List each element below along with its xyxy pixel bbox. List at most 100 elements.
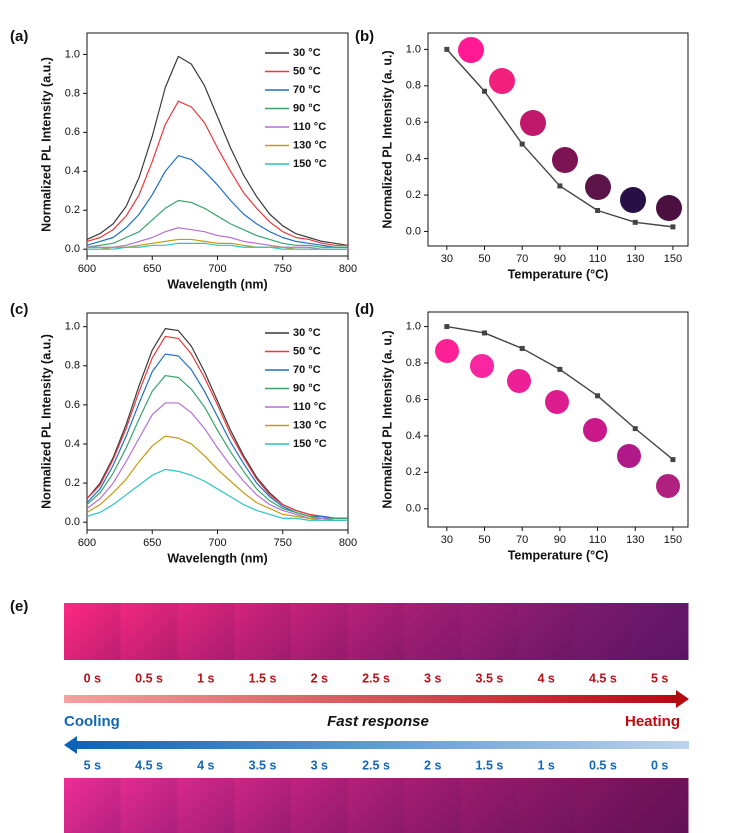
x-tick-label: 50 (478, 534, 490, 546)
sample-photos-b (458, 37, 682, 221)
data-point (595, 393, 601, 399)
time-label: 1.5 s (476, 758, 504, 772)
sample-photos-d (435, 339, 680, 498)
series-line (86, 435, 348, 521)
panel-label: (e) (10, 598, 28, 615)
photo-tile (461, 603, 519, 660)
x-tick-label: 800 (339, 537, 357, 549)
photo-tile (234, 778, 292, 833)
heating-label: Heating (625, 713, 680, 730)
legend-label: 70 °C (293, 84, 321, 96)
y-tick-label: 0.2 (406, 189, 421, 201)
plot-frame (427, 311, 689, 528)
y-tick-label: 1.0 (406, 320, 421, 332)
x-tick-label: 800 (339, 263, 357, 275)
series-line (86, 55, 349, 246)
time-label: 5 s (651, 671, 668, 685)
x-axis-title: Wavelength (nm) (167, 277, 267, 291)
x-axis-title: Temperature (°C) (508, 548, 609, 562)
legend-label: 50 °C (293, 345, 321, 357)
x-tick-label: 750 (274, 537, 292, 549)
time-label: 3.5 s (476, 671, 504, 685)
time-label: 0 s (84, 671, 101, 685)
series-line (87, 227, 348, 250)
y-tick-label: 0.4 (65, 165, 80, 177)
photo-tile (120, 778, 178, 833)
y-tick-label: 0.6 (406, 116, 421, 128)
data-point (444, 46, 450, 52)
series-line (86, 155, 348, 248)
data-point (670, 457, 676, 463)
legend-label: 90 °C (293, 102, 321, 114)
y-tick-label: 0.6 (406, 393, 421, 405)
x-axis-title: Wavelength (nm) (167, 551, 267, 565)
x-tick-label: 700 (208, 537, 226, 549)
panel-label: (d) (355, 301, 374, 318)
time-label: 3 s (424, 671, 441, 685)
series-line (86, 335, 348, 519)
x-tick-label: 650 (143, 263, 161, 275)
panel-label: (b) (355, 28, 374, 45)
data-point (444, 324, 450, 330)
caption: Fast response (327, 713, 429, 730)
series-line (86, 199, 348, 248)
x-axis-title: Temperature (°C) (508, 267, 609, 281)
panel-label: (a) (10, 28, 28, 45)
photo-tile (404, 603, 462, 660)
photo-tile (574, 778, 632, 833)
time-label: 3 s (311, 758, 328, 772)
y-axis-title: Normalized PL Intensity (a.u.) (39, 57, 53, 232)
arrows (64, 690, 689, 754)
y-tick-label: 0.8 (65, 87, 80, 99)
y-tick-label: 0.4 (65, 438, 80, 450)
x-tick-label: 700 (208, 263, 226, 275)
data-point (557, 183, 563, 189)
x-tick-label: 650 (143, 537, 161, 549)
x-tick-label: 70 (516, 253, 528, 265)
y-tick-label: 0.2 (65, 477, 80, 489)
time-label: 2 s (424, 758, 441, 772)
y-tick-label: 0.2 (406, 466, 421, 478)
photo-tile (120, 603, 178, 660)
time-label: 5 s (84, 758, 101, 772)
series-line (87, 242, 348, 250)
data-point (595, 208, 601, 213)
x-tick-label: 600 (78, 263, 96, 275)
x-tick-label: 70 (516, 534, 528, 546)
series-line (86, 402, 348, 521)
time-label: 2 s (311, 671, 328, 685)
time-label: 4.5 s (589, 671, 617, 685)
time-label: 1 s (537, 758, 554, 772)
time-label: 4 s (197, 758, 214, 772)
photo-tile (234, 603, 292, 660)
y-tick-label: 0.0 (406, 225, 421, 237)
data-point (557, 366, 563, 372)
y-tick-label: 1.0 (65, 48, 80, 60)
y-tick-label: 0.4 (406, 153, 421, 165)
y-tick-label: 1.0 (65, 321, 80, 333)
photo-tile (64, 778, 122, 833)
x-tick-label: 130 (626, 253, 644, 265)
x-tick-label: 50 (478, 253, 490, 265)
y-axis-title: Normalized PL Intensity (a. u.) (380, 330, 394, 508)
legend-label: 30 °C (293, 47, 321, 59)
photo-tile (574, 603, 632, 660)
photo-tile (517, 603, 576, 660)
x-tick-label: 600 (78, 537, 96, 549)
y-tick-label: 0.8 (65, 360, 80, 372)
photo-tile (177, 778, 235, 833)
series-line (86, 100, 348, 246)
x-tick-label: 90 (554, 534, 566, 546)
legend-label: 110 °C (293, 401, 326, 413)
photo-tile (461, 778, 519, 833)
time-label: 0.5 s (135, 671, 163, 685)
x-tick-label: 750 (274, 263, 292, 275)
cooling-label: Cooling (64, 713, 120, 730)
series-line (86, 468, 348, 521)
series-line (86, 374, 348, 519)
y-tick-label: 0.0 (65, 516, 80, 528)
panel-label: (c) (10, 301, 28, 318)
x-tick-label: 30 (441, 253, 453, 265)
x-tick-label: 130 (626, 534, 644, 546)
